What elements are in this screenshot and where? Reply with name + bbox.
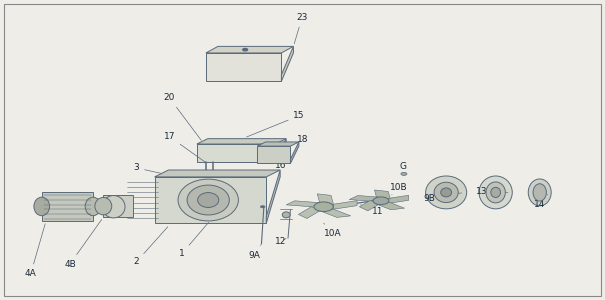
FancyBboxPatch shape — [257, 146, 290, 164]
Circle shape — [243, 49, 247, 51]
Ellipse shape — [486, 182, 505, 203]
Circle shape — [203, 192, 208, 194]
Text: 1: 1 — [178, 222, 209, 258]
Polygon shape — [317, 194, 333, 204]
Ellipse shape — [426, 176, 466, 209]
Polygon shape — [359, 200, 379, 211]
FancyBboxPatch shape — [42, 192, 93, 221]
Text: 10A: 10A — [324, 223, 341, 238]
Text: 4A: 4A — [25, 224, 45, 278]
Circle shape — [314, 202, 333, 211]
Ellipse shape — [533, 184, 546, 201]
Polygon shape — [206, 46, 293, 53]
Ellipse shape — [85, 197, 101, 216]
Text: 9B: 9B — [424, 193, 462, 203]
Text: 15: 15 — [246, 111, 305, 137]
Text: 18: 18 — [296, 135, 308, 144]
Ellipse shape — [528, 179, 551, 206]
Text: G: G — [399, 162, 406, 174]
Text: 4B: 4B — [64, 220, 102, 268]
Text: 13: 13 — [476, 187, 508, 196]
Ellipse shape — [440, 188, 451, 197]
Polygon shape — [155, 170, 280, 177]
Polygon shape — [376, 202, 405, 210]
Ellipse shape — [34, 197, 50, 216]
Text: 20: 20 — [164, 93, 201, 140]
FancyBboxPatch shape — [103, 195, 134, 217]
Ellipse shape — [434, 182, 458, 203]
Text: 3: 3 — [134, 164, 161, 173]
Text: 14: 14 — [534, 194, 548, 209]
Ellipse shape — [283, 212, 290, 218]
Text: 9A: 9A — [248, 245, 261, 260]
Polygon shape — [389, 195, 408, 203]
Ellipse shape — [198, 193, 219, 208]
Polygon shape — [266, 170, 280, 223]
Polygon shape — [257, 142, 299, 146]
Text: 2: 2 — [134, 227, 168, 266]
Text: 23: 23 — [294, 13, 308, 44]
Circle shape — [211, 192, 215, 194]
Polygon shape — [374, 190, 390, 199]
Ellipse shape — [187, 185, 229, 215]
Ellipse shape — [95, 197, 112, 215]
Text: 11: 11 — [361, 205, 384, 216]
Ellipse shape — [102, 196, 125, 218]
Polygon shape — [333, 201, 357, 209]
Ellipse shape — [178, 179, 238, 221]
Polygon shape — [281, 46, 293, 81]
Polygon shape — [349, 196, 379, 201]
Text: 16: 16 — [263, 161, 287, 170]
Circle shape — [401, 172, 407, 176]
Circle shape — [373, 197, 389, 205]
Polygon shape — [197, 139, 286, 144]
FancyBboxPatch shape — [206, 53, 281, 81]
Text: 10B: 10B — [390, 183, 408, 195]
Polygon shape — [319, 209, 351, 218]
Text: 12: 12 — [275, 237, 287, 246]
Polygon shape — [286, 201, 320, 207]
Polygon shape — [290, 142, 299, 164]
Circle shape — [260, 206, 265, 208]
Polygon shape — [298, 207, 320, 218]
Text: 17: 17 — [164, 132, 206, 163]
Ellipse shape — [491, 187, 500, 197]
Ellipse shape — [479, 176, 512, 209]
FancyBboxPatch shape — [197, 144, 275, 162]
FancyBboxPatch shape — [155, 177, 266, 223]
Polygon shape — [275, 139, 286, 162]
